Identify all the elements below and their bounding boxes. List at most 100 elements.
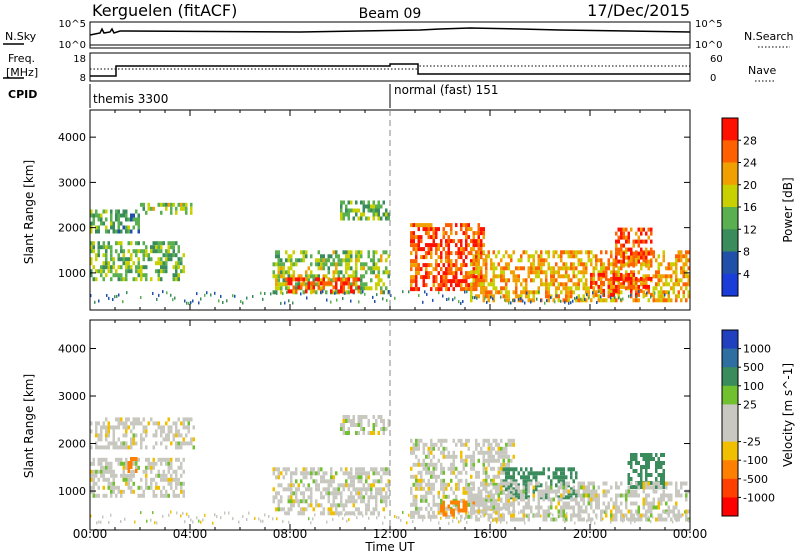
scatter-cell bbox=[542, 497, 545, 502]
scatter-cell bbox=[155, 481, 158, 486]
scatter-cell bbox=[276, 291, 278, 295]
scatter-cell bbox=[322, 274, 325, 279]
scatter-cell bbox=[582, 485, 585, 490]
scatter-cell bbox=[157, 277, 160, 282]
scatter-cell bbox=[482, 470, 485, 475]
scatter-cell bbox=[507, 471, 510, 476]
scatter-cell bbox=[527, 513, 530, 518]
scatter-cell bbox=[475, 255, 478, 260]
scatter-cell bbox=[462, 442, 465, 447]
scatter-cell bbox=[630, 262, 633, 267]
scatter-cell bbox=[317, 471, 320, 476]
scatter-cell bbox=[580, 509, 583, 514]
scatter-cell bbox=[330, 254, 333, 259]
scatter-cell bbox=[452, 512, 455, 517]
scatter-cell bbox=[410, 287, 413, 292]
scatter-cell bbox=[365, 503, 368, 508]
scatter-cell bbox=[352, 487, 355, 492]
scatter-cell bbox=[375, 204, 378, 209]
scatter-cell bbox=[165, 437, 168, 442]
scatter-cell bbox=[470, 294, 473, 299]
scatter-cell bbox=[442, 512, 445, 517]
scatter-cell bbox=[545, 278, 548, 283]
scatter-cell bbox=[432, 227, 435, 232]
scatter-cell bbox=[575, 475, 578, 480]
scatter-cell bbox=[425, 283, 428, 288]
scatter-cell bbox=[190, 441, 193, 446]
scatter-cell bbox=[165, 261, 168, 266]
scatter-cell bbox=[677, 493, 680, 498]
scatter-cell bbox=[642, 278, 645, 283]
scatter-cell bbox=[382, 423, 385, 427]
scatter-cell bbox=[120, 241, 123, 246]
scatter-cell bbox=[352, 495, 355, 500]
scatter-cell bbox=[352, 423, 355, 427]
scatter-cell bbox=[98, 299, 100, 303]
scatter-cell bbox=[162, 485, 165, 490]
scatter-cell bbox=[177, 273, 180, 278]
scatter-cell bbox=[610, 298, 613, 303]
scatter-cell bbox=[214, 291, 216, 295]
scatter-cell bbox=[120, 273, 123, 278]
scatter-cell bbox=[127, 225, 130, 230]
scatter-cell bbox=[525, 479, 528, 484]
scatter-cell bbox=[332, 262, 335, 267]
scatter-cell bbox=[315, 479, 318, 484]
scatter-cell bbox=[557, 495, 560, 500]
scatter-cell bbox=[132, 225, 135, 230]
scatter-cell bbox=[482, 454, 485, 459]
scatter-cell bbox=[480, 501, 483, 506]
scatter-cell bbox=[595, 280, 598, 285]
scatter-cell bbox=[417, 227, 420, 232]
scatter-cell bbox=[167, 477, 170, 482]
scatter-cell bbox=[545, 517, 548, 522]
scatter-cell bbox=[157, 261, 160, 266]
scatter-cell bbox=[347, 511, 350, 516]
scatter-cell bbox=[595, 254, 598, 259]
scatter-cell bbox=[502, 517, 505, 522]
scatter-cell bbox=[492, 297, 494, 301]
scatter-cell bbox=[520, 266, 523, 271]
scatter-cell bbox=[492, 286, 495, 291]
scatter-cell bbox=[275, 282, 278, 287]
scatter-cell bbox=[670, 497, 673, 502]
scatter-cell bbox=[385, 212, 388, 217]
scatter-cell bbox=[576, 296, 578, 300]
scatter-cell bbox=[565, 501, 568, 506]
scatter-cell bbox=[470, 493, 473, 498]
scatter-cell bbox=[540, 270, 543, 275]
scatter-cell bbox=[522, 485, 525, 490]
scatter-cell bbox=[672, 505, 675, 510]
scatter-cell bbox=[290, 479, 293, 484]
scatter-cell bbox=[132, 421, 135, 426]
scatter-cell bbox=[264, 513, 266, 517]
scatter-cell bbox=[92, 473, 95, 478]
scatter-cell bbox=[275, 254, 278, 259]
scatter-cell bbox=[502, 294, 505, 299]
scatter-cell bbox=[512, 278, 515, 283]
scatter-cell bbox=[586, 519, 588, 523]
scatter-cell bbox=[647, 235, 650, 240]
scatter-cell bbox=[102, 245, 105, 250]
scatter-cell bbox=[547, 262, 550, 267]
scatter-cell bbox=[337, 277, 340, 282]
scatter-cell bbox=[620, 231, 623, 236]
scatter-cell bbox=[367, 483, 370, 488]
scatter-cell bbox=[367, 495, 370, 500]
scatter-cell bbox=[430, 251, 433, 256]
scatter-cell bbox=[650, 457, 653, 461]
scatter-cell bbox=[612, 280, 615, 285]
scatter-cell bbox=[607, 258, 610, 263]
scatter-cell bbox=[467, 502, 470, 507]
cpid-mode-2: normal (fast) 151 bbox=[394, 83, 498, 97]
scatter-cell bbox=[688, 519, 690, 523]
scatter-cell bbox=[162, 425, 165, 430]
scatter-cell bbox=[180, 514, 182, 518]
scatter-cell bbox=[590, 481, 593, 486]
scatter-cell bbox=[485, 262, 488, 267]
scatter-cell bbox=[505, 442, 508, 447]
scatter-cell bbox=[297, 499, 300, 504]
scatter-cell bbox=[427, 223, 430, 228]
scatter-cell bbox=[637, 255, 640, 260]
scatter-cell bbox=[507, 509, 510, 514]
